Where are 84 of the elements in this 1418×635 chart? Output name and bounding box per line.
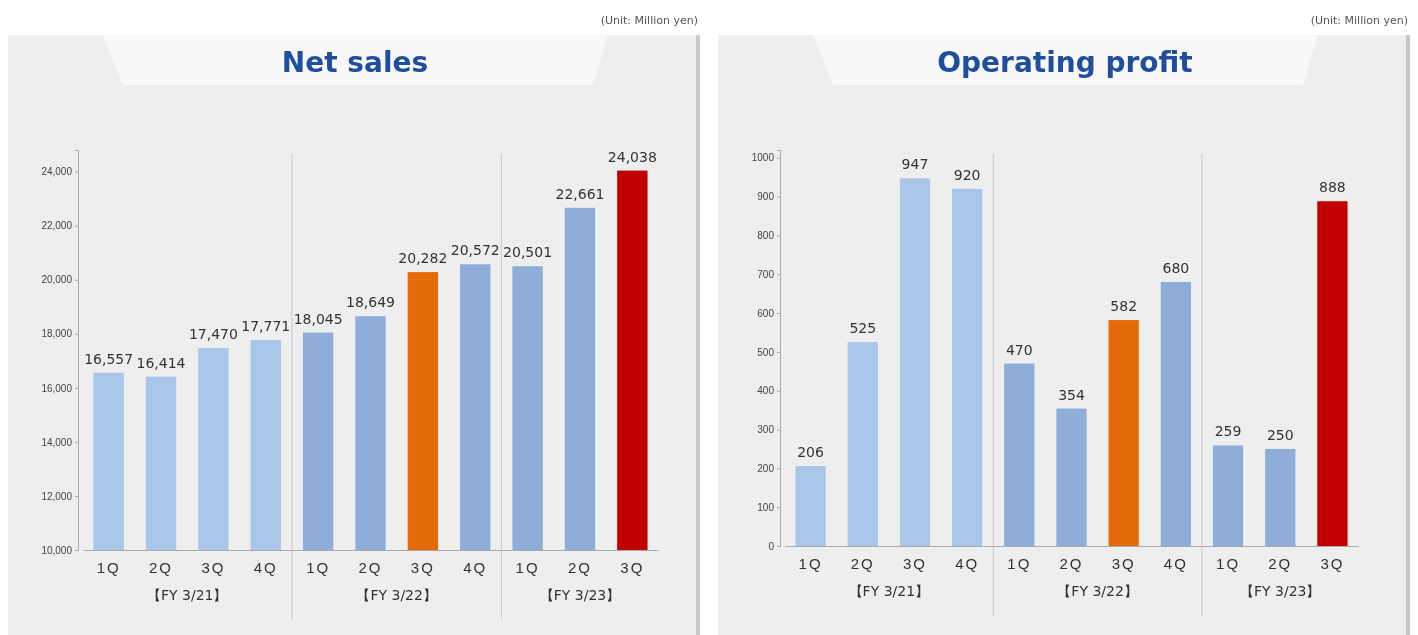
data-label: 17,771 bbox=[241, 317, 291, 334]
bar bbox=[795, 466, 826, 546]
bar bbox=[847, 342, 878, 546]
y-tick-label: 16,000 bbox=[41, 382, 73, 394]
data-label: 20,282 bbox=[398, 250, 448, 267]
data-label: 680 bbox=[1162, 260, 1190, 276]
bar bbox=[1265, 448, 1296, 546]
bar bbox=[1160, 282, 1192, 546]
data-label: 22,661 bbox=[555, 185, 605, 202]
bar bbox=[1108, 320, 1139, 546]
data-label: 16,557 bbox=[84, 350, 134, 367]
x-tick-label: 1Q bbox=[1216, 554, 1241, 572]
data-label: 20,572 bbox=[450, 242, 500, 259]
text: (Unit: Million yen) bbox=[600, 14, 698, 27]
x-tick-label: 2Q bbox=[567, 558, 592, 576]
x-tick-label: 2Q bbox=[358, 558, 383, 576]
bar bbox=[899, 178, 931, 546]
text: (Unit: Million yen) bbox=[1310, 14, 1408, 27]
x-tick-label: 4Q bbox=[955, 554, 980, 572]
y-tick-label: 24,000 bbox=[41, 166, 73, 178]
text: 【FY 3/21】 bbox=[146, 587, 228, 603]
bar bbox=[952, 188, 983, 546]
y-tick-label: 800 bbox=[757, 230, 775, 242]
x-tick-label: 3Q bbox=[1320, 554, 1345, 572]
text: 【FY 3/23】 bbox=[1239, 583, 1321, 599]
x-tick-label: 1Q bbox=[306, 558, 331, 576]
y-tick-label: 600 bbox=[757, 307, 775, 319]
x-tick-label: 3Q bbox=[1111, 554, 1136, 572]
data-label: 920 bbox=[953, 166, 981, 183]
x-tick-label: 1Q bbox=[96, 558, 121, 576]
x-tick-label: 2Q bbox=[850, 554, 875, 572]
x-tick-label: 1Q bbox=[1007, 554, 1032, 572]
chart-title: Net sales bbox=[281, 46, 429, 79]
text: 【FY 3/22】 bbox=[356, 587, 437, 603]
y-tick-label: 500 bbox=[757, 346, 775, 358]
y-tick-label: 200 bbox=[757, 463, 775, 475]
bar bbox=[1004, 363, 1035, 546]
y-tick-label: 400 bbox=[757, 385, 775, 397]
y-tick-label: 22,000 bbox=[41, 220, 73, 232]
data-label: 250 bbox=[1266, 426, 1294, 443]
data-label: 354 bbox=[1058, 386, 1085, 403]
y-tick-label: 12,000 bbox=[41, 490, 73, 502]
y-tick-label: 100 bbox=[757, 501, 775, 513]
data-label: 16,414 bbox=[136, 354, 186, 371]
x-tick-label: 4Q bbox=[463, 558, 488, 576]
text: 【FY 3/23】 bbox=[539, 587, 621, 603]
x-tick-label: 4Q bbox=[253, 558, 278, 576]
data-label: 20,501 bbox=[503, 244, 553, 261]
y-tick-label: 14,000 bbox=[41, 436, 73, 448]
y-tick-label: 20,000 bbox=[41, 274, 73, 286]
y-tick-label: 700 bbox=[757, 268, 775, 280]
y-tick-label: 18,000 bbox=[41, 328, 73, 340]
data-label: 947 bbox=[901, 156, 929, 173]
chart-title: Operating profit bbox=[937, 46, 1193, 79]
x-tick-label: 1Q bbox=[515, 558, 540, 576]
data-label: 888 bbox=[1319, 179, 1346, 196]
x-tick-label: 3Q bbox=[201, 558, 226, 576]
y-tick-label: 900 bbox=[757, 191, 775, 203]
text: 【FY 3/22】 bbox=[1057, 583, 1138, 599]
y-tick-label: 10,000 bbox=[41, 544, 73, 556]
data-label: 17,470 bbox=[188, 326, 238, 343]
data-label: 206 bbox=[797, 444, 825, 461]
data-label: 582 bbox=[1110, 298, 1138, 315]
y-tick-label: 0 bbox=[768, 540, 775, 552]
x-tick-label: 4Q bbox=[1163, 554, 1188, 572]
x-tick-label: 2Q bbox=[1268, 554, 1293, 572]
y-tick-label: 1000 bbox=[751, 152, 775, 164]
data-label: 525 bbox=[849, 320, 877, 337]
y-tick-label: 300 bbox=[757, 424, 775, 436]
data-label: 259 bbox=[1214, 423, 1242, 440]
x-tick-label: 3Q bbox=[902, 554, 927, 572]
text: 【FY 3/21】 bbox=[848, 583, 930, 599]
x-tick-label: 3Q bbox=[620, 558, 645, 576]
bar bbox=[1056, 408, 1087, 546]
bar bbox=[1212, 445, 1244, 546]
data-label: 24,038 bbox=[607, 148, 657, 165]
data-label: 18,649 bbox=[346, 294, 395, 311]
data-label: 470 bbox=[1005, 341, 1033, 358]
x-tick-label: 1Q bbox=[798, 554, 823, 572]
x-tick-label: 2Q bbox=[149, 558, 174, 576]
x-tick-label: 2Q bbox=[1059, 554, 1084, 572]
data-label: 18,045 bbox=[293, 310, 343, 327]
x-tick-label: 3Q bbox=[410, 558, 435, 576]
bar bbox=[1317, 201, 1348, 546]
